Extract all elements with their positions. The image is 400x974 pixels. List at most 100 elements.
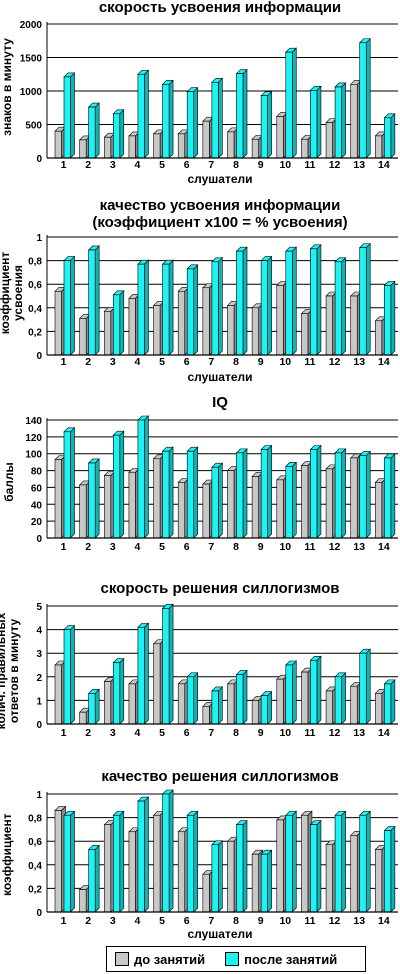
bar-after [383,280,396,356]
y-tick-label: 0,2 [28,327,42,338]
bar-after [112,657,125,725]
x-tick-label: 8 [233,159,239,171]
legend-swatch-after [225,952,240,966]
bar-after [309,444,322,539]
x-tick-label: 5 [159,541,165,553]
bar-after [285,810,298,913]
bar-after [63,624,76,725]
bar-after [358,38,371,159]
bar-after [285,246,298,356]
x-tick-label: 13 [353,159,365,171]
y-tick-label: 2000 [20,20,43,31]
bar-after [186,672,199,725]
bar-after [334,810,347,913]
x-tick-label: 4 [135,159,141,171]
bar-after [211,686,224,725]
x-tick-label: 4 [135,541,141,553]
x-tick-label: 3 [110,356,116,368]
chart-title: скорость усвоения информации [98,0,342,16]
y-tick-label: 4 [36,626,42,637]
x-axis-label: слушатели [187,927,253,941]
x-tick-label: 5 [159,727,165,739]
x-tick-label: 7 [208,727,214,739]
x-tick-label: 6 [184,159,190,171]
x-tick-label: 1 [61,159,67,171]
x-tick-label: 13 [353,915,365,927]
x-tick-label: 13 [353,356,365,368]
x-tick-label: 14 [378,727,390,739]
y-tick-label: 1 [36,233,42,244]
x-tick-label: 12 [329,356,341,368]
y-tick-label: 0,8 [28,257,42,268]
bar-after [260,849,273,913]
bar-after [260,90,273,159]
legend-label-after: после занятий [244,951,338,967]
chart-5: качество решения силлогизмов коэффициент… [0,764,400,944]
legend: до занятий после занятий [106,946,366,972]
x-tick-label: 2 [85,356,91,368]
y-tick-label: 0,4 [28,304,42,315]
bar-after [260,690,273,725]
x-tick-label: 10 [279,915,291,927]
bar-after [112,430,125,539]
x-tick-label: 12 [329,541,341,553]
bar-after [211,462,224,539]
bar-after [137,415,150,539]
x-tick-label: 6 [184,915,190,927]
bar-after [186,446,199,539]
y-tick-label: 0 [36,908,42,919]
x-tick-label: 8 [233,915,239,927]
bar-after [186,810,199,913]
x-tick-label: 3 [110,727,116,739]
legend-item-before: до занятий [115,952,205,967]
bar-after [285,461,298,539]
x-tick-label: 5 [159,915,165,927]
x-tick-label: 5 [159,159,165,171]
x-tick-label: 3 [110,541,116,553]
y-tick-label: 0,6 [28,280,42,291]
y-tick-label: 1000 [20,87,43,98]
bar-after [309,655,322,725]
bar-after [211,840,224,913]
bar-after [186,86,199,159]
bar-after [334,82,347,159]
bar-after [358,810,371,913]
x-tick-label: 14 [378,541,390,553]
y-tick-label: 0 [36,534,42,545]
bar-after [235,448,248,539]
bar-after [161,259,174,356]
y-tick-label: 2 [36,673,42,684]
bar-after [358,648,371,725]
bar-after [137,259,150,356]
y-tick-label: 0,2 [28,884,42,895]
x-tick-label: 3 [110,159,116,171]
y-tick-label: 120 [25,433,42,444]
x-tick-label: 9 [258,541,264,553]
bar-after [285,660,298,725]
chart-title: качество решения силлогизмов [101,768,339,785]
bar-after [112,290,125,356]
bar-after [161,79,174,159]
bar-after [211,257,224,356]
bar-after [137,796,150,913]
bar-after [63,810,76,913]
x-tick-label: 14 [378,159,390,171]
x-tick-label: 11 [304,541,315,553]
bar-after [235,246,248,356]
chart-subtitle: (коэффициент х100 = % усвоения) [92,214,348,231]
x-tick-label: 14 [378,915,390,927]
bar-after [334,257,347,356]
bar-after [334,672,347,725]
y-tick-label: 1 [36,790,42,801]
x-tick-label: 11 [304,915,315,927]
y-tick-label: 500 [25,121,42,132]
x-tick-label: 13 [353,727,365,739]
bar-after [211,77,224,159]
x-tick-label: 10 [279,159,291,171]
bar-after [87,245,100,356]
x-tick-label: 9 [258,915,264,927]
x-tick-label: 4 [135,915,141,927]
x-tick-label: 9 [258,159,264,171]
